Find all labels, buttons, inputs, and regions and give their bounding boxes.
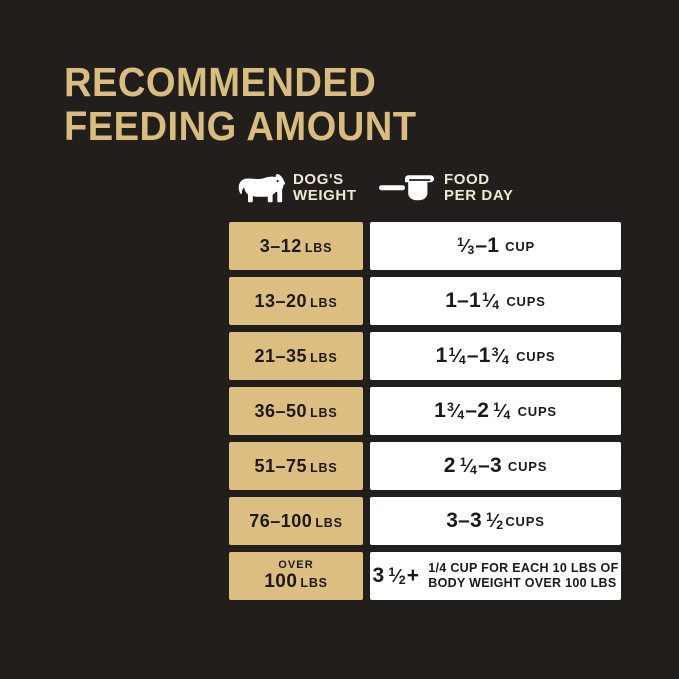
weight-unit: LBS	[310, 405, 338, 420]
food-cell: 1 3 ⁄ 4 –2 1 ⁄ 4 CUPS	[370, 387, 621, 435]
table-row: 51–75 LBS 2 1 ⁄ 4 –3 CUPS	[229, 442, 621, 490]
food-amount: 1 ⁄ 3 –1 CUP	[456, 234, 536, 257]
food-unit: CUPS	[507, 458, 548, 474]
weight-unit: LBS	[310, 460, 338, 475]
weight-cell: 3–12 LBS	[229, 222, 363, 270]
food-note: 1/4 CUP FOR EACH 10 LBS OF BODY WEIGHT O…	[428, 561, 619, 590]
column-header-food-per-day: FOOD PER DAY	[363, 172, 621, 204]
column-header-food-per-day-label: FOOD PER DAY	[444, 171, 514, 204]
food-unit: CUPS	[517, 403, 557, 419]
weight-unit: LBS	[300, 576, 328, 590]
table-row: 3–12 LBS 1 ⁄ 3 –1 CUP	[229, 222, 621, 270]
measuring-cup-icon	[378, 174, 436, 202]
weight-cell: 51–75 LBS	[229, 442, 363, 490]
food-amount: 1–1 1 ⁄ 4 CUPS	[445, 289, 546, 312]
weight-cell: 76–100 LBS	[229, 497, 363, 545]
table-row: OVER 100 LBS 3 1 ⁄ 2 + 1/4 CUP FOR EACH 10 LB…	[229, 552, 621, 600]
food-unit: CUPS	[506, 293, 546, 309]
food-cell: 2 1 ⁄ 4 –3 CUPS	[370, 442, 621, 490]
weight-unit: LBS	[304, 240, 333, 255]
weight-value: 3–12 LBS	[259, 235, 333, 256]
weight-cell: 13–20 LBS	[229, 277, 363, 325]
food-amount: 3–3 1 ⁄ 2 CUPS	[446, 509, 545, 532]
weight-unit: LBS	[315, 515, 343, 530]
weight-cell: OVER 100 LBS	[229, 552, 363, 600]
food-cell: 1 ⁄ 3 –1 CUP	[370, 222, 621, 270]
weight-value: 51–75 LBS	[254, 455, 338, 476]
food-cell: 1–1 1 ⁄ 4 CUPS	[370, 277, 621, 325]
food-unit: CUP	[505, 238, 536, 254]
weight-cell: 21–35 LBS	[229, 332, 363, 380]
weight-value: 76–100 LBS	[249, 510, 343, 531]
food-cell: 1 1 ⁄ 4 –1 3 ⁄ 4 CUPS	[370, 332, 621, 380]
feeding-amount-table: DOG'S WEIGHT FOOD PER DAY 3–12 LBS 1 ⁄ 3 –1 …	[229, 172, 621, 607]
column-header-dogs-weight-label: DOG'S WEIGHT	[293, 171, 357, 204]
table-row: 76–100 LBS 3–3 1 ⁄ 2 CUPS	[229, 497, 621, 545]
table-row: 13–20 LBS 1–1 1 ⁄ 4 CUPS	[229, 277, 621, 325]
weight-value: 100 LBS	[264, 571, 328, 592]
food-cell: 3 1 ⁄ 2 + 1/4 CUP FOR EACH 10 LBS OF BODY WE…	[370, 552, 621, 600]
table-row: 36–50 LBS 1 3 ⁄ 4 –2 1 ⁄ 4 CUPS	[229, 387, 621, 435]
weight-value: 36–50 LBS	[254, 400, 338, 421]
page-title-line-1: RECOMMENDED	[64, 59, 377, 105]
food-unit: CUPS	[505, 513, 545, 529]
food-amount: 3 1 ⁄ 2 +	[372, 564, 420, 587]
dog-silhouette-icon	[237, 173, 285, 203]
food-amount: 1 3 ⁄ 4 –2 1 ⁄ 4 CUPS	[434, 399, 557, 422]
weight-value: 21–35 LBS	[254, 345, 338, 366]
weight-unit: LBS	[310, 350, 338, 365]
weight-over-label: OVER	[278, 559, 314, 571]
table-header-row: DOG'S WEIGHT FOOD PER DAY	[229, 172, 621, 222]
food-unit: CUPS	[516, 348, 556, 364]
weight-unit: LBS	[310, 295, 338, 310]
weight-value: 13–20 LBS	[254, 290, 338, 311]
column-header-dogs-weight: DOG'S WEIGHT	[229, 172, 363, 204]
food-amount: 2 1 ⁄ 4 –3 CUPS	[443, 454, 548, 477]
weight-cell: 36–50 LBS	[229, 387, 363, 435]
food-amount: 1 1 ⁄ 4 –1 3 ⁄ 4 CUPS	[435, 344, 556, 367]
page-title-line-2: FEEDING AMOUNT	[64, 103, 417, 149]
page-title: RECOMMENDED FEEDING AMOUNT	[64, 60, 484, 148]
food-cell: 3–3 1 ⁄ 2 CUPS	[370, 497, 621, 545]
table-row: 21–35 LBS 1 1 ⁄ 4 –1 3 ⁄ 4 CUPS	[229, 332, 621, 380]
